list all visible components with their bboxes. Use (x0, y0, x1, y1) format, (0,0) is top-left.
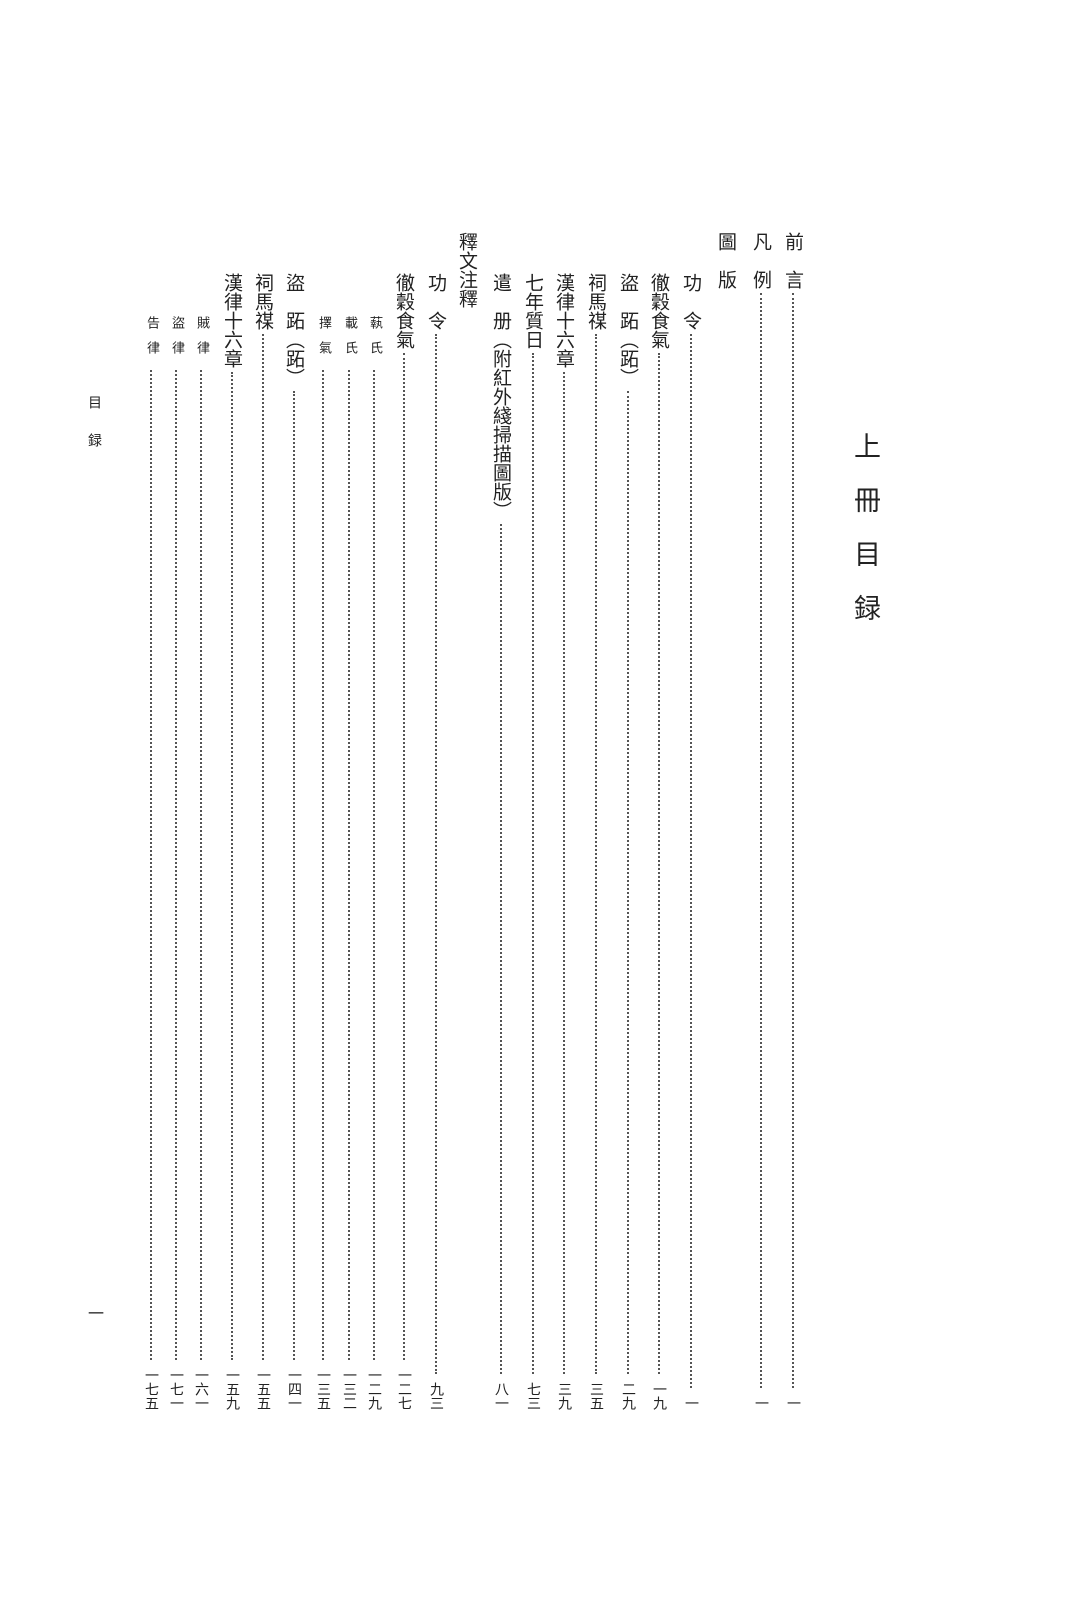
toc-entry: 七年質日 七三 (520, 273, 546, 1410)
toc-entry: 徹穀食氣 一二七 (391, 273, 417, 1410)
toc-entry-label: 漢律十六章 (553, 273, 575, 368)
toc-entry-page: 七三 (525, 1382, 541, 1410)
dot-leader (690, 334, 692, 1388)
dot-leader (262, 334, 264, 1360)
toc-entry-label: 祠馬禖 (585, 273, 607, 330)
page-number: 一 (88, 1304, 105, 1323)
dot-leader (150, 370, 152, 1360)
dot-leader (175, 370, 177, 1360)
toc-entry: 遣 册（附紅外綫掃描圖版） 八一 (488, 273, 514, 1410)
toc-entry-label: 告律 (144, 316, 159, 366)
toc-entry-page: 九三 (428, 1382, 444, 1410)
toc-entry-label: 賊律 (194, 316, 209, 366)
toc-entry-label: 功 令 (425, 273, 447, 330)
toc-entry: 載氏 一三二 (336, 316, 362, 1410)
dot-leader (563, 372, 565, 1374)
toc-entry-page: 一五九 (224, 1368, 240, 1410)
page-title: 上冊目録 (849, 432, 880, 648)
toc-entry: 擇氣 一三五 (310, 316, 336, 1410)
dot-leader (595, 334, 597, 1374)
toc-entry: 盜律 一七一 (163, 316, 189, 1410)
toc-entry-label: 功 令 (680, 273, 702, 330)
toc-entry-label: 漢律十六章 (221, 273, 243, 368)
toc-entry-page: 一二九 (366, 1368, 382, 1410)
dot-leader (760, 293, 762, 1388)
dot-leader (435, 334, 437, 1374)
toc-entry: 釋文注釋 (454, 232, 480, 308)
toc-entry: 前 言一 (780, 232, 806, 1410)
toc-entry-label: 遣 册（附紅外綫掃描圖版） (490, 273, 512, 520)
toc-entry-label: 前 言 (782, 232, 804, 289)
toc-entry-page: 一五五 (255, 1368, 271, 1410)
toc-entry: 祠馬禖 一五五 (250, 273, 276, 1410)
dot-leader (348, 370, 350, 1360)
toc-entry-label: 盜律 (169, 316, 184, 366)
toc-entry-label: 徹穀食氣 (648, 273, 670, 349)
toc-entry-page: 一三五 (315, 1368, 331, 1410)
dot-leader (373, 370, 375, 1360)
dot-leader (658, 353, 660, 1374)
dot-leader (200, 370, 202, 1360)
toc-entry: 凡 例一 (748, 232, 774, 1410)
toc-entry: 祠馬禖 三五 (583, 273, 609, 1410)
toc-entry-page: 三五 (588, 1382, 604, 1410)
toc-entry: 徹穀食氣 一九 (646, 273, 672, 1410)
toc-entry-page: 一三二 (341, 1368, 357, 1410)
dot-leader (322, 370, 324, 1360)
toc-entry-label: 載氏 (342, 316, 357, 366)
toc-entry: 盜 跖（跖） 一四一 (281, 273, 307, 1410)
running-head: 目録 (86, 395, 102, 471)
dot-leader (532, 353, 534, 1374)
toc-entry-page: 一 (683, 1396, 699, 1410)
dot-leader (792, 293, 794, 1388)
toc-entry-label: 盜 跖（跖） (617, 273, 639, 387)
toc-entry: 賊律 一六一 (188, 316, 214, 1410)
toc-entry: 蓻氏 一二九 (361, 316, 387, 1410)
toc-entry: 漢律十六章 三九 (551, 273, 577, 1410)
toc-entry-page: 一 (753, 1396, 769, 1410)
toc-entry-label: 圖 版 (715, 232, 737, 289)
toc-entry-label: 祠馬禖 (252, 273, 274, 330)
dot-leader (627, 391, 629, 1374)
toc-entry-label: 擇氣 (316, 316, 331, 366)
toc-entry-label: 蓻氏 (367, 316, 382, 366)
toc-entry: 告律 一七五 (138, 316, 164, 1410)
toc-entry-page: 一四一 (286, 1368, 302, 1410)
toc-entry: 盜 跖（跖） 二九 (615, 273, 641, 1410)
toc-entry-page: 一 (785, 1396, 801, 1410)
toc-entry: 漢律十六章 一五九 (219, 273, 245, 1410)
dot-leader (403, 353, 405, 1360)
toc-entry-label: 釋文注釋 (456, 232, 478, 308)
toc-entry-page: 一二七 (396, 1368, 412, 1410)
toc-entry: 圖 版 (713, 232, 739, 289)
toc-entry-label: 七年質日 (522, 273, 544, 349)
toc-entry-page: 一七五 (143, 1368, 159, 1410)
toc-entry-page: 八一 (493, 1382, 509, 1410)
toc-entry-label: 徹穀食氣 (393, 273, 415, 349)
toc-entry-page: 一九 (651, 1382, 667, 1410)
toc-entry-page: 三九 (556, 1382, 572, 1410)
toc-entry: 功 令一 (678, 273, 704, 1410)
toc-entry-page: 一六一 (193, 1368, 209, 1410)
dot-leader (500, 524, 502, 1374)
dot-leader (293, 391, 295, 1360)
dot-leader (231, 372, 233, 1360)
toc-entry-label: 盜 跖（跖） (283, 273, 305, 387)
toc-entry: 功 令九三 (423, 273, 449, 1410)
toc-entry-page: 二九 (620, 1382, 636, 1410)
toc-entry-label: 凡 例 (750, 232, 772, 289)
toc-entry-page: 一七一 (168, 1368, 184, 1410)
